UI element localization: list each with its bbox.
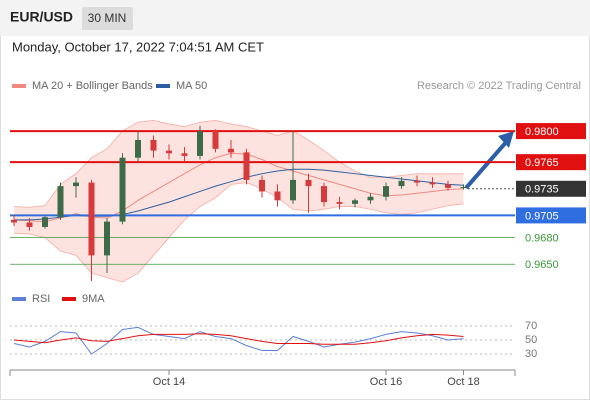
rsi-tick-label: 30: [525, 348, 537, 360]
candle-body: [429, 182, 436, 185]
level-label: 0.9650: [525, 259, 559, 271]
legend-label: RSI: [32, 293, 50, 305]
rsi-tick-label: 70: [525, 320, 537, 332]
level-box: [516, 123, 586, 140]
candle-body: [88, 182, 95, 256]
candle-body: [212, 131, 219, 149]
bollinger-band: [14, 120, 464, 282]
level-label: 0.9680: [525, 233, 559, 245]
arrow-head: [498, 131, 514, 148]
candle-body: [460, 187, 467, 189]
candle-body: [42, 217, 48, 227]
timeframe-badge: [82, 7, 133, 30]
timeframe: 30 MIN: [88, 11, 127, 25]
candle-body: [119, 157, 126, 222]
rsi-ma-line: [13, 333, 464, 345]
candle-body: [57, 186, 64, 218]
bollinger-lower: [13, 182, 464, 283]
candle-body: [336, 202, 343, 204]
candle-body: [274, 191, 281, 201]
candle-body: [383, 186, 389, 197]
level-label: 0.9705: [525, 210, 559, 222]
candle-body: [398, 180, 405, 187]
level-label: 0.9800: [525, 126, 559, 138]
legend-swatch: [12, 84, 26, 88]
candle-body: [414, 180, 420, 183]
candle-body: [135, 139, 141, 158]
candle-body: [352, 200, 358, 204]
candle-body: [26, 222, 33, 227]
symbol: EUR/USD: [10, 9, 73, 25]
legend-swatch: [62, 297, 76, 301]
rsi-tick-label: 50: [525, 334, 537, 346]
candle-body: [321, 186, 327, 203]
x-tick-label: Oct 18: [447, 376, 479, 388]
legend-label: MA 20 + Bollinger Bands: [32, 80, 153, 92]
candle-body: [290, 179, 296, 201]
datetime: Monday, October 17, 2022 7:04:51 AM CET: [12, 39, 264, 54]
candle-body: [104, 221, 110, 256]
candle-body: [445, 184, 451, 188]
candle-body: [243, 152, 250, 180]
legend-swatch: [156, 84, 170, 88]
candle-body: [11, 219, 17, 223]
level-box: [516, 154, 586, 171]
level-label: 0.9735: [525, 184, 559, 196]
candle-body: [197, 131, 203, 156]
candle-body: [228, 148, 234, 153]
bollinger-upper: [13, 119, 464, 208]
level-label: 0.9765: [525, 157, 559, 169]
candle-body: [166, 150, 172, 154]
candle-body: [181, 153, 188, 156]
x-tick-label: Oct 14: [153, 376, 185, 388]
legend-label: MA 50: [176, 80, 207, 92]
candle-body: [305, 179, 312, 187]
x-tick-label: Oct 16: [370, 376, 402, 388]
level-box: [516, 207, 586, 224]
forecast-arrow: [464, 138, 510, 190]
candle-body: [73, 182, 79, 187]
candle-body: [150, 139, 157, 151]
candle-body: [259, 179, 265, 192]
rsi-line: [13, 326, 464, 355]
credit: Research © 2022 Trading Central: [417, 80, 581, 92]
legend-label: 9MA: [82, 293, 105, 305]
level-box: [516, 180, 586, 197]
legend-swatch: [12, 297, 26, 301]
candle-body: [367, 196, 374, 201]
